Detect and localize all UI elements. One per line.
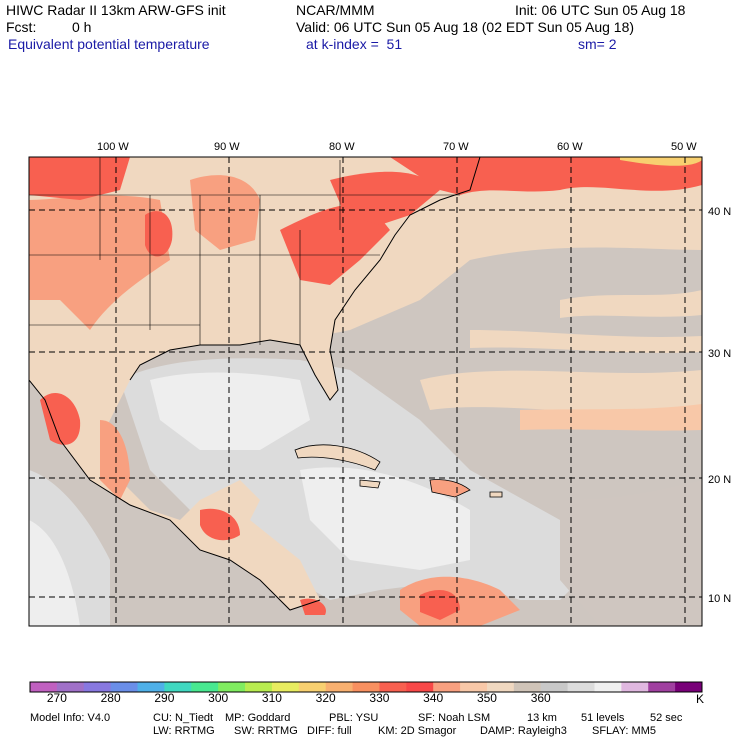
political-borders [29, 157, 460, 345]
colorbar-swatch [433, 682, 461, 692]
lon-label-80w: 80 W [329, 141, 355, 153]
colorbar-tick-label: 270 [46, 691, 67, 705]
hot-corner [620, 157, 702, 166]
colorbar-swatch [567, 682, 595, 692]
footer-km: KM: 2D Smagor [378, 725, 457, 737]
warm-streak-3 [520, 404, 702, 431]
colorbar-swatch [675, 682, 703, 692]
footer-lw: LW: RRTMG [153, 725, 215, 737]
cuba [294, 444, 381, 471]
footer-diff: DIFF: full [307, 725, 352, 737]
warm-band-atlantic [420, 370, 702, 413]
gulf-cool [150, 372, 310, 450]
colorbar-swatch [56, 682, 85, 692]
colorbar-tick-label: 360 [530, 691, 551, 705]
colorbar-swatch [379, 682, 407, 692]
valid-time: Valid: 06 UTC Sun 05 Aug 18 (02 EDT Sun … [296, 19, 635, 35]
colorbar-swatch [540, 682, 569, 692]
hot-panama [300, 598, 326, 615]
colorbar-swatch [486, 682, 515, 692]
level-label: at k-index = 51 [306, 36, 403, 52]
colorbar-tick-label: 280 [100, 691, 121, 705]
colorbar-swatch [621, 682, 649, 692]
puerto-rico [489, 491, 503, 498]
footer-damp: DAMP: Rayleigh3 [480, 725, 567, 737]
warm-mexico-west [100, 420, 130, 500]
warm-plains [29, 195, 170, 330]
graticule [29, 157, 702, 626]
warm-streak [560, 290, 702, 318]
colorbar-swatch [245, 682, 273, 692]
lat-label-10n: 10 N [708, 593, 732, 605]
footer-sflay: SFLAY: MM5 [592, 725, 656, 737]
colorbar-unit: K [696, 692, 705, 706]
model-title: HIWC Radar II 13km ARW-GFS init [6, 2, 226, 18]
colorbar-swatch [325, 682, 354, 692]
forecast-label: Fcst: [6, 19, 37, 35]
colorbar [29, 681, 703, 693]
colorbar-swatch [137, 682, 165, 692]
hot-mexico-north [40, 392, 81, 445]
footer-sw: SW: RRTMG [234, 725, 298, 737]
lon-label-60w: 60 W [557, 141, 583, 153]
forecast-hour: 0 h [72, 19, 92, 35]
colorbar-tick-label: 290 [154, 691, 175, 705]
colorbar-swatch [513, 682, 542, 692]
warm-midwest [190, 175, 260, 250]
footer-cu: CU: N_Tiedt [153, 712, 214, 724]
hot-north-plains [29, 157, 130, 200]
init-time: Init: 06 UTC Sun 05 Aug 18 [515, 2, 686, 18]
colorbar-swatch [594, 682, 622, 692]
lon-label-100w: 100 W [97, 141, 129, 153]
colorbar-tick-label: 300 [208, 691, 229, 705]
east-atlantic [560, 480, 702, 626]
footer-levels: 51 levels [581, 712, 625, 724]
footer-resolution: 13 km [527, 712, 557, 724]
footer-timestep: 52 sec [650, 712, 683, 724]
colorbar-swatch [30, 682, 58, 692]
colorbar-swatch [352, 682, 380, 692]
colorbar-tick-label: 350 [476, 691, 497, 705]
lat-label-20n: 20 N [708, 474, 732, 486]
hot-appalachian [280, 204, 390, 285]
field-name: Equivalent potential temperature [8, 36, 210, 52]
footer-model-info: Model Info: V4.0 [30, 712, 111, 724]
lat-label-30n: 30 N [708, 348, 732, 360]
map-frame [28, 156, 703, 627]
colorbar-swatch [406, 682, 434, 692]
colorbar-swatch [648, 682, 676, 692]
pacific-cool-2 [29, 520, 80, 626]
hot-northeast-coast [390, 157, 702, 195]
hispaniola [429, 479, 471, 498]
hot-central-america [200, 508, 240, 541]
colorbar-swatch [83, 682, 112, 692]
colorbar-swatch [164, 682, 192, 692]
hot-spot-kansas [145, 211, 173, 257]
colorbar-swatch [110, 682, 139, 692]
colorbar-swatch [271, 682, 300, 692]
colorbar-swatch [218, 682, 246, 692]
colorbar-tick-label: 310 [261, 691, 282, 705]
lon-label-70w: 70 W [443, 141, 469, 153]
footer-mp: MP: Goddard [225, 712, 291, 724]
lon-label-90w: 90 W [214, 141, 240, 153]
colorbar-tick-label: 330 [369, 691, 390, 705]
colorbar-tick-label: 320 [315, 691, 336, 705]
lon-label-50w: 50 W [671, 141, 697, 153]
colorbar-frame [29, 681, 703, 693]
hot-northeast [330, 171, 440, 225]
lat-label-40n: 40 N [708, 206, 732, 218]
warm-streak-2 [470, 330, 702, 353]
colorbar-swatch [191, 682, 219, 692]
organization-label: NCAR/MMM [296, 2, 375, 18]
colorbar-swatch [460, 682, 488, 692]
colorbar-tick-label: 340 [423, 691, 444, 705]
caribbean-cool [300, 467, 470, 570]
smoothing-label: sm= 2 [578, 36, 617, 52]
colorbar-swatch [298, 682, 327, 692]
footer-pbl: PBL: YSU [329, 712, 379, 724]
jamaica [359, 479, 381, 489]
footer-sf: SF: Noah LSM [418, 712, 491, 724]
